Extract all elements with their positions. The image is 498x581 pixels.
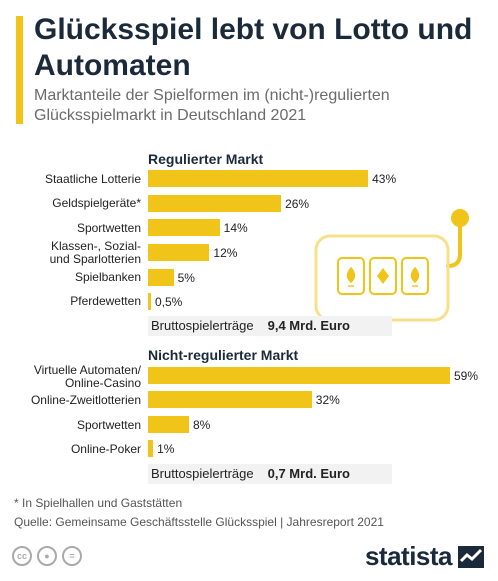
bar-online-zweitlotterien [148, 391, 312, 408]
value-spielbanken: 5% [177, 271, 195, 285]
row-label-pferdewetten: Pferdewetten [70, 294, 141, 308]
bar-pferdewetten [148, 293, 151, 310]
unregulated-section-title: Nicht-regulierter Markt [148, 347, 299, 363]
value-staatliche-lotterie: 43% [372, 172, 397, 186]
row-label-sportwetten: Sportwetten [76, 221, 141, 235]
regulated-total-value: 9,4 Mrd. Euro [267, 318, 350, 333]
row-label-online-poker: Online-Poker [70, 442, 141, 456]
nd-icon[interactable]: = [62, 546, 82, 566]
regulated-section-title: Regulierter Markt [148, 151, 264, 167]
row-label-klassenlotterien: Klassen-, Sozial- und Sparlotterien [49, 239, 141, 266]
slot-machine-icon [314, 209, 469, 322]
by-icon[interactable]: ● [37, 546, 57, 566]
unregulated-total-box: Bruttospielerträge 0,7 Mrd. Euro [148, 464, 392, 484]
unregulated-total-value: 0,7 Mrd. Euro [267, 466, 350, 481]
value-sportwetten-online: 8% [192, 418, 211, 432]
value-online-poker: 1% [157, 442, 175, 456]
brand-name: statista [364, 541, 453, 571]
bar-sportwetten-online [148, 416, 189, 433]
value-pferdewetten: 0,5% [155, 295, 183, 309]
page-title: Glücksspiel lebt von Lotto und Automaten [34, 13, 473, 82]
bar-klassenlotterien [148, 244, 210, 261]
bar-virtuelle-automaten [148, 367, 450, 384]
value-sportwetten: 14% [223, 221, 248, 235]
title-accent-bar [16, 16, 23, 124]
source-note: Quelle: Gemeinsame Geschäftsstelle Glück… [14, 515, 384, 529]
row-label-online-zweitlotterien: Online-Zweitlotterien [30, 393, 141, 407]
row-label-staatliche-lotterie: Staatliche Lotterie [44, 172, 141, 186]
page-subtitle: Marktanteile der Spielformen im (nicht-)… [34, 87, 390, 124]
footnote: * In Spielhallen und Gaststätten [14, 496, 183, 510]
row-label-sportwetten-online: Sportwetten [76, 418, 141, 432]
bar-staatliche-lotterie [148, 170, 369, 187]
regulated-total-box: Bruttospielerträge 9,4 Mrd. Euro [148, 316, 392, 336]
statista-logo[interactable]: statista [365, 541, 484, 572]
bar-sportwetten [148, 219, 220, 236]
value-klassenlotterien: 12% [213, 246, 238, 260]
bar-online-poker [148, 440, 154, 457]
license-icons: cc ● = [12, 546, 82, 566]
row-label-geldspielgeraete: Geldspielgeräte* [52, 196, 141, 210]
row-label-spielbanken: Spielbanken [74, 270, 141, 284]
bar-spielbanken [148, 269, 174, 286]
unregulated-total-label: Bruttospielerträge [151, 466, 254, 481]
row-label-virtuelle-automaten: Virtuelle Automaten/ Online-Casino [33, 363, 141, 390]
statista-logo-icon [458, 545, 484, 568]
regulated-total-label: Bruttospielerträge [151, 318, 254, 333]
cc-icon[interactable]: cc [12, 546, 32, 566]
value-online-zweitlotterien: 32% [315, 393, 340, 407]
value-virtuelle-automaten: 59% [454, 369, 479, 383]
value-geldspielgeraete: 26% [285, 197, 310, 211]
bar-geldspielgeraete [148, 195, 282, 212]
